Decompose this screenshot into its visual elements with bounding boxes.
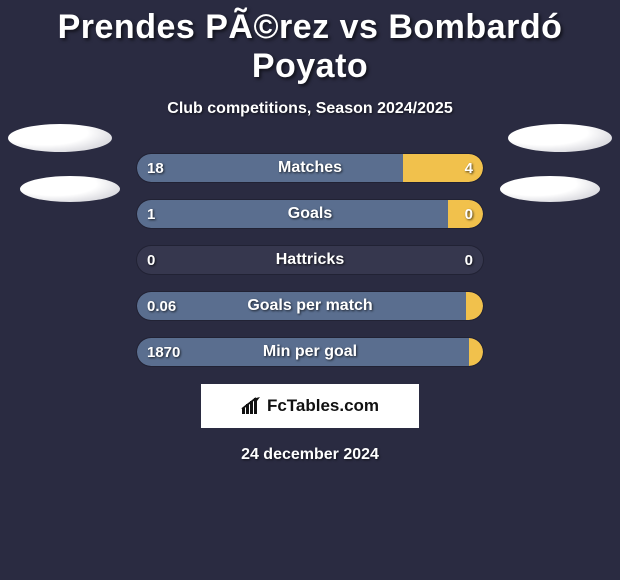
- subtitle: Club competitions, Season 2024/2025: [0, 100, 620, 118]
- bar-left: [137, 338, 469, 366]
- stat-row-hattricks: 0 0 Hattricks: [0, 246, 620, 274]
- stat-row-goals-per-match: 0.06 Goals per match: [0, 292, 620, 320]
- stat-row-min-per-goal: 1870 Min per goal: [0, 338, 620, 366]
- player1-avatar-top: [8, 124, 112, 152]
- brand-text: FcTables.com: [267, 396, 379, 416]
- value-left: 1870: [147, 338, 180, 366]
- value-left: 1: [147, 200, 155, 228]
- bar-track: 0.06 Goals per match: [137, 292, 483, 320]
- bar-right: [466, 292, 483, 320]
- value-left: 18: [147, 154, 164, 182]
- stat-label: Hattricks: [137, 246, 483, 274]
- bar-left: [137, 292, 466, 320]
- chart-bars-icon: [241, 396, 263, 416]
- bar-track: 1870 Min per goal: [137, 338, 483, 366]
- value-right: 0: [465, 246, 473, 274]
- stats-container: 18 4 Matches 1 0 Goals 0 0 Hattricks 0.0…: [0, 154, 620, 366]
- player2-avatar-top: [508, 124, 612, 152]
- stat-row-goals: 1 0 Goals: [0, 200, 620, 228]
- date-text: 24 december 2024: [0, 446, 620, 464]
- brand-badge: FcTables.com: [201, 384, 419, 428]
- page-title: Prendes PÃ©rez vs Bombardó Poyato: [0, 0, 620, 86]
- value-right: 0: [465, 200, 473, 228]
- bar-track: 0 0 Hattricks: [137, 246, 483, 274]
- bar-track: 18 4 Matches: [137, 154, 483, 182]
- value-left: 0: [147, 246, 155, 274]
- value-left: 0.06: [147, 292, 176, 320]
- bar-left: [137, 154, 403, 182]
- bar-left: [137, 200, 448, 228]
- bar-track: 1 0 Goals: [137, 200, 483, 228]
- bar-right: [469, 338, 483, 366]
- value-right: 4: [465, 154, 473, 182]
- stat-row-matches: 18 4 Matches: [0, 154, 620, 182]
